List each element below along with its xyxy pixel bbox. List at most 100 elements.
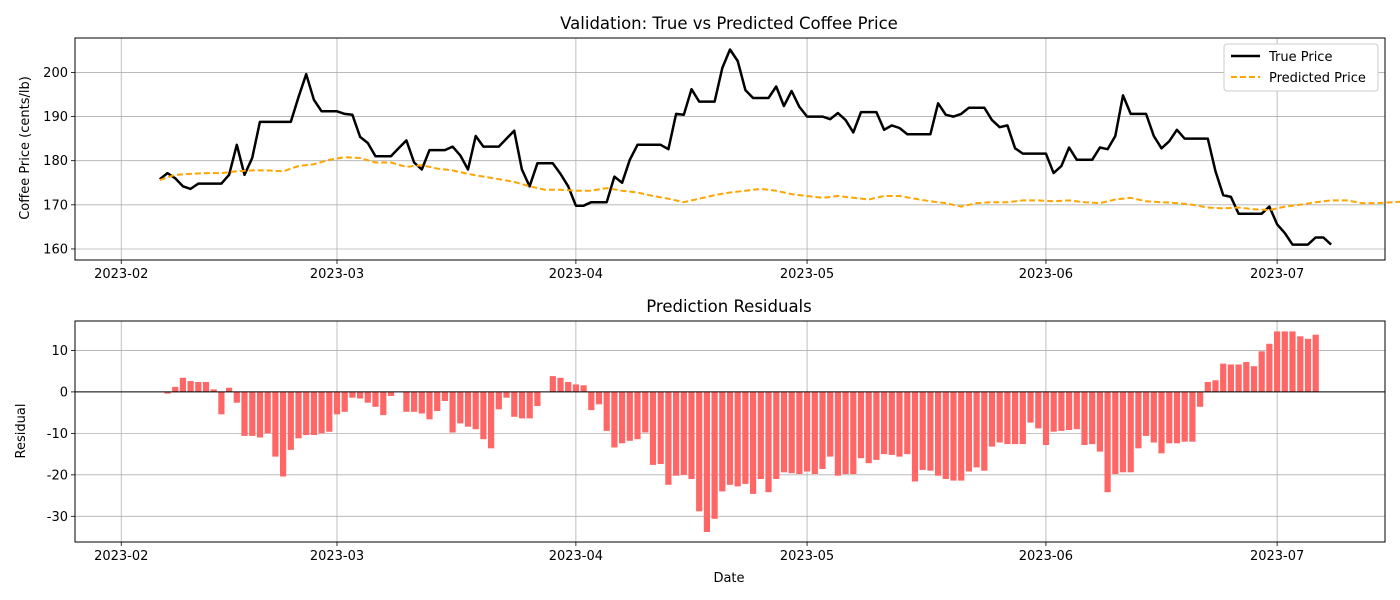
residual-bar bbox=[534, 391, 541, 406]
residual-bar bbox=[696, 391, 703, 512]
residual-bar bbox=[811, 391, 818, 474]
residual-bar bbox=[1312, 334, 1319, 392]
residual-bar bbox=[1173, 391, 1181, 444]
residual-bar bbox=[326, 391, 333, 432]
bottom-x-tick-label: 2023-04 bbox=[549, 549, 603, 564]
bottom-y-tick-label: 0 bbox=[60, 385, 68, 400]
residual-bar bbox=[333, 391, 341, 415]
residual-bar bbox=[172, 386, 179, 392]
residual-bar bbox=[1258, 351, 1265, 392]
residual-bar bbox=[1127, 391, 1134, 473]
bottom-x-tick-label: 2023-06 bbox=[1019, 549, 1073, 564]
residual-bar bbox=[179, 377, 186, 392]
top-x-tick-label: 2023-02 bbox=[94, 267, 148, 282]
residual-bar bbox=[595, 391, 603, 405]
residual-bar bbox=[680, 391, 687, 475]
residual-bar bbox=[888, 391, 895, 455]
residual-bar bbox=[1220, 363, 1227, 392]
residual-bar bbox=[241, 391, 248, 436]
residual-bar bbox=[603, 391, 610, 431]
residual-bar bbox=[495, 391, 502, 410]
residual-bar bbox=[202, 382, 210, 392]
residual-bar bbox=[1112, 391, 1119, 474]
residual-bar bbox=[773, 391, 780, 479]
residual-bar bbox=[1266, 343, 1273, 392]
bottom-x-axis-label: Date bbox=[713, 571, 744, 586]
top-y-tick-label: 200 bbox=[43, 66, 68, 81]
residual-bar bbox=[634, 391, 641, 440]
residual-bar bbox=[218, 391, 225, 415]
residual-bar bbox=[1035, 391, 1042, 429]
residual-bar bbox=[911, 391, 919, 482]
bottom-y-tick-label: 10 bbox=[51, 344, 68, 359]
residual-bar bbox=[1066, 391, 1073, 430]
residual-bar bbox=[973, 391, 980, 468]
residual-bar bbox=[526, 391, 533, 419]
residual-bar bbox=[380, 391, 387, 416]
residual-bar bbox=[557, 377, 564, 392]
residual-bar bbox=[881, 391, 888, 455]
residual-bar bbox=[1143, 391, 1150, 436]
residual-bar bbox=[1004, 391, 1011, 445]
residual-bar bbox=[364, 391, 371, 403]
bottom-chart-title: Prediction Residuals bbox=[646, 297, 812, 316]
residual-bar bbox=[457, 391, 464, 424]
residual-bar bbox=[226, 387, 233, 392]
residual-bar bbox=[1281, 331, 1288, 392]
residual-bar bbox=[673, 391, 680, 476]
residual-bar bbox=[565, 382, 572, 392]
residual-bar bbox=[981, 391, 988, 471]
residual-bar bbox=[796, 391, 803, 474]
residual-bar bbox=[588, 391, 595, 411]
residual-bar bbox=[272, 391, 279, 457]
legend-predicted-price-label: Predicted Price bbox=[1269, 71, 1366, 86]
residual-bar bbox=[411, 391, 418, 412]
residual-bar bbox=[310, 391, 317, 435]
residual-bar bbox=[549, 376, 556, 392]
residual-bar bbox=[1181, 391, 1188, 442]
residual-bar bbox=[642, 391, 649, 433]
residual-bar bbox=[1081, 391, 1088, 445]
residual-bar bbox=[233, 391, 240, 403]
top-y-tick-label: 190 bbox=[43, 110, 68, 125]
residual-bar bbox=[287, 391, 294, 450]
residual-bar bbox=[834, 391, 841, 476]
residual-bar bbox=[865, 391, 872, 464]
residual-bar bbox=[1297, 336, 1304, 392]
residual-bar bbox=[842, 391, 849, 474]
top-x-tick-label: 2023-06 bbox=[1019, 267, 1073, 282]
residual-bar bbox=[1119, 391, 1127, 473]
residual-bar bbox=[857, 391, 865, 459]
residual-bar bbox=[1289, 331, 1296, 392]
residual-bar bbox=[734, 391, 741, 487]
residual-bar bbox=[511, 391, 518, 417]
residual-bar bbox=[464, 391, 472, 427]
residual-bar bbox=[765, 391, 772, 493]
series-line-true-price bbox=[159, 48, 1332, 246]
residual-bar bbox=[1227, 364, 1234, 392]
legend: True Price Predicted Price bbox=[1223, 43, 1379, 92]
residual-bar bbox=[503, 391, 510, 398]
residual-bar bbox=[1089, 391, 1096, 445]
residual-bar bbox=[711, 391, 718, 519]
top-y-tick-label: 160 bbox=[43, 242, 68, 257]
residual-bar bbox=[1158, 391, 1165, 454]
top-x-tick-label: 2023-05 bbox=[780, 267, 834, 282]
top-chart-title: Validation: True vs Predicted Coffee Pri… bbox=[560, 14, 898, 33]
residual-bar bbox=[619, 391, 626, 444]
residual-bar bbox=[1204, 382, 1211, 392]
residual-bar bbox=[256, 391, 264, 438]
residual-bar bbox=[580, 385, 587, 392]
residual-bar bbox=[780, 391, 788, 473]
residual-bar bbox=[572, 384, 579, 392]
residual-bar bbox=[434, 391, 441, 411]
residual-bar bbox=[919, 391, 926, 470]
residual-bar bbox=[804, 391, 811, 472]
residual-bar bbox=[688, 391, 695, 479]
residual-bar bbox=[657, 391, 664, 464]
residual-bar bbox=[1243, 362, 1250, 392]
residual-bar bbox=[1250, 366, 1258, 392]
series-line-predicted-price bbox=[159, 156, 1400, 212]
residual-bar bbox=[1096, 391, 1103, 452]
residual-bar bbox=[1135, 391, 1142, 449]
